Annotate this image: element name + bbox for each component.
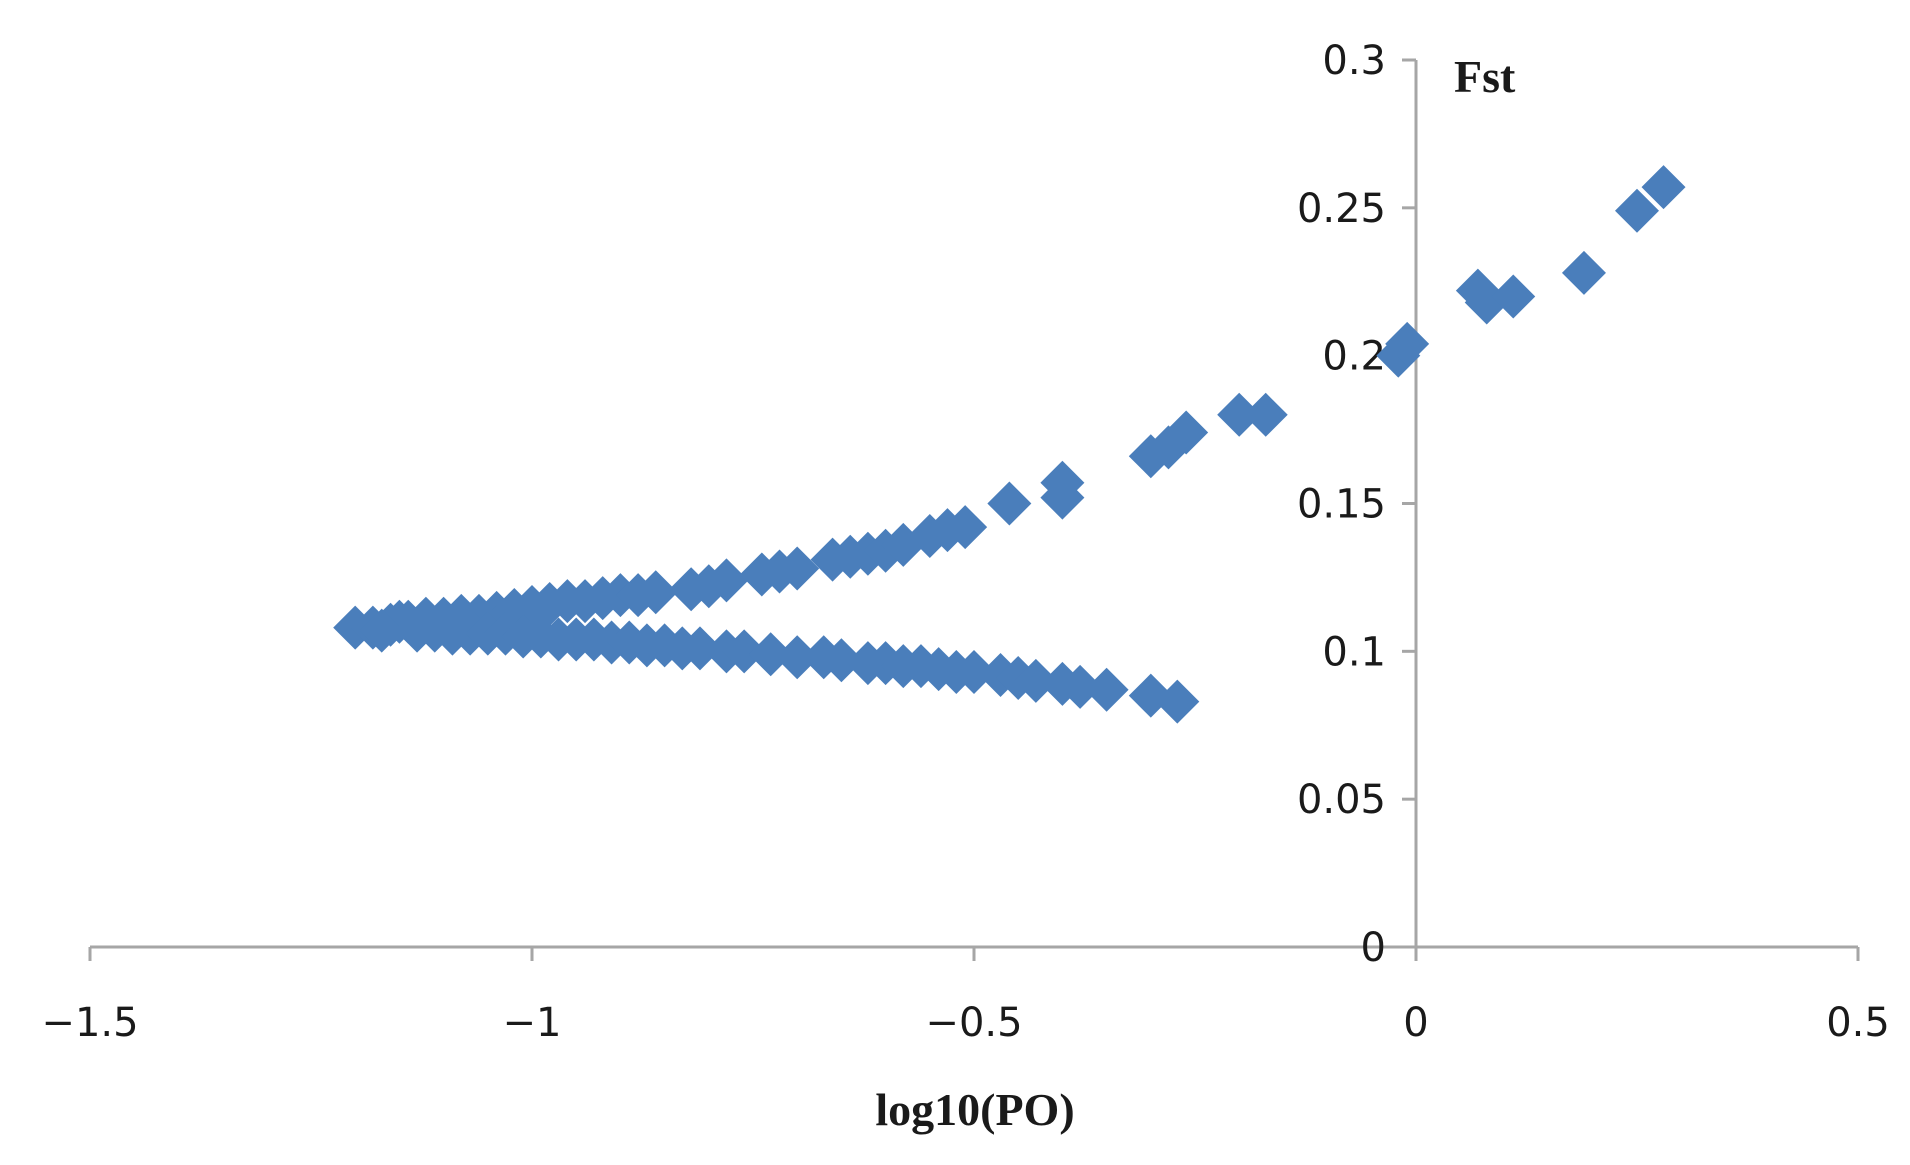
- data-point: [775, 635, 820, 680]
- data-point: [748, 632, 793, 677]
- y-tick-label: 0: [1361, 925, 1386, 971]
- data-point: [704, 558, 749, 603]
- data-point: [677, 626, 722, 671]
- x-tick-label: −0.5: [925, 1000, 1022, 1046]
- y-tick-label: 0.1: [1322, 629, 1386, 675]
- y-axis-ticks: 0 0.05 0.1 0.15 0.2 0.25 0.3: [1297, 38, 1416, 971]
- data-point: [1164, 410, 1209, 455]
- data-point: [359, 608, 404, 653]
- data-point: [1040, 460, 1085, 505]
- x-axis-ticks: −1.5 −1 −0.5 0 0.5: [41, 947, 1890, 1046]
- data-point: [1385, 321, 1430, 366]
- x-axis-title: log10(PO): [875, 1084, 1074, 1135]
- x-tick-label: 0: [1403, 1000, 1428, 1046]
- data-point: [819, 638, 864, 683]
- data-point: [1641, 165, 1686, 210]
- x-tick-label: 0.5: [1826, 1000, 1890, 1046]
- data-point: [1013, 658, 1058, 703]
- data-markers: [333, 165, 1686, 724]
- y-tick-label: 0.15: [1297, 482, 1386, 528]
- y-axis-title: Fst: [1454, 51, 1516, 102]
- data-point: [1615, 188, 1659, 233]
- y-tick-label: 0.25: [1297, 186, 1386, 232]
- data-point: [1058, 664, 1103, 709]
- data-point: [722, 629, 767, 674]
- data-point: [1243, 392, 1288, 437]
- data-point: [952, 650, 996, 695]
- data-point: [1491, 274, 1536, 319]
- data-point: [633, 570, 678, 615]
- data-point: [1561, 250, 1606, 295]
- data-point: [1155, 679, 1200, 724]
- data-point: [775, 546, 820, 591]
- data-point: [1084, 667, 1129, 712]
- data-point: [1217, 392, 1262, 437]
- data-point: [987, 481, 1032, 526]
- y-tick-label: 0.2: [1322, 334, 1386, 380]
- axes: [90, 60, 1858, 949]
- x-tick-label: −1.5: [41, 1000, 138, 1046]
- x-tick-label: −1: [503, 1000, 562, 1046]
- y-tick-label: 0.3: [1322, 38, 1386, 84]
- data-point: [943, 505, 988, 550]
- y-tick-label: 0.05: [1297, 777, 1386, 823]
